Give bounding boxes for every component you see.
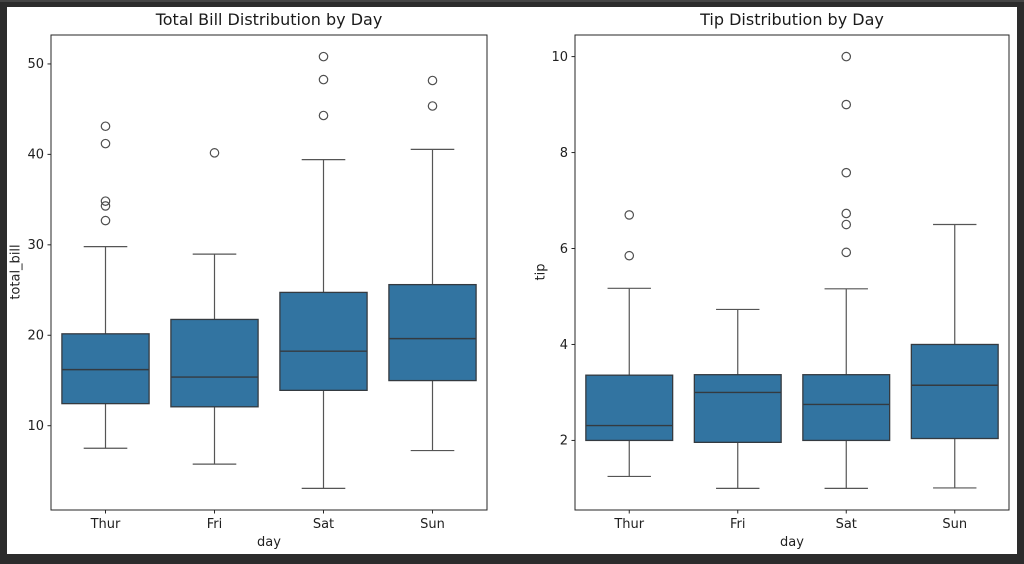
outlier-point-sun [427, 75, 438, 86]
x-axis-label-day-right: day [780, 535, 804, 550]
outlier-point-fri [209, 148, 220, 158]
box-fri [170, 318, 259, 408]
y-tick-label: 20 [27, 329, 44, 344]
y-tick-label: 10 [551, 50, 568, 65]
y-tick-label: 4 [560, 338, 568, 353]
y-tick-label: 6 [560, 242, 568, 257]
box-sun [388, 283, 477, 382]
x-tick-label-sun: Sun [420, 517, 445, 532]
box-fri [693, 374, 782, 443]
outlier-point-thur [624, 210, 635, 220]
x-tick-label-thur: Thur [613, 517, 644, 532]
chart-title-total-bill: Total Bill Distribution by Day [155, 10, 383, 29]
box-sat [802, 374, 891, 442]
chart-title-tip: Tip Distribution by Day [700, 10, 884, 29]
x-tick-label-sat: Sat [836, 517, 857, 532]
figure-canvas: 10 20 30 40 50 Thur Fri Sat Sun 2 4 6 8 10 Thur Fri Sat S… [7, 7, 1017, 554]
y-tick-label: 8 [560, 146, 568, 161]
x-tick-label-fri: Fri [207, 517, 223, 532]
outlier-point-thur [624, 250, 635, 261]
outlier-point-sat [841, 51, 852, 62]
x-tick-label-thur: Thur [90, 517, 121, 532]
outlier-point-sun [427, 101, 438, 111]
outlier-point-sat [318, 110, 329, 121]
outlier-point-thur [100, 121, 111, 132]
outlier-point-thur [100, 215, 111, 226]
y-axis-label-tip: tip [533, 263, 549, 281]
x-tick-label-sun: Sun [942, 517, 967, 532]
outlier-point-sat [841, 167, 852, 178]
box-thur [61, 333, 150, 405]
outlier-point-sat [841, 208, 852, 219]
outlier-point-thur [100, 201, 111, 211]
plot-area: 10 20 30 40 50 Thur Fri Sat Sun 2 4 6 8 10 Thur Fri Sat S… [27, 34, 1010, 532]
y-tick-label: 2 [560, 434, 568, 449]
axes-frame [574, 34, 1010, 511]
box-sun [910, 343, 999, 440]
outlier-point-sat [318, 74, 329, 85]
y-tick-label: 30 [27, 238, 44, 253]
y-tick-label: 10 [27, 419, 44, 434]
outlier-point-thur [100, 138, 111, 149]
outlier-point-sat [318, 51, 329, 62]
outlier-point-sat [841, 247, 852, 258]
x-axis-label-day-left: day [257, 535, 281, 550]
outlier-point-thur [100, 196, 111, 206]
axes-frame [50, 34, 488, 511]
outlier-point-sat [841, 99, 852, 110]
outlier-point-sat [841, 219, 852, 230]
box-thur [585, 374, 674, 442]
x-tick-label-fri: Fri [730, 517, 746, 532]
box-sat [279, 291, 368, 391]
y-tick-label: 40 [27, 148, 44, 163]
y-axis-label-total-bill: total_bill [8, 244, 24, 300]
x-tick-label-sat: Sat [313, 517, 334, 532]
y-tick-label: 50 [27, 57, 44, 72]
